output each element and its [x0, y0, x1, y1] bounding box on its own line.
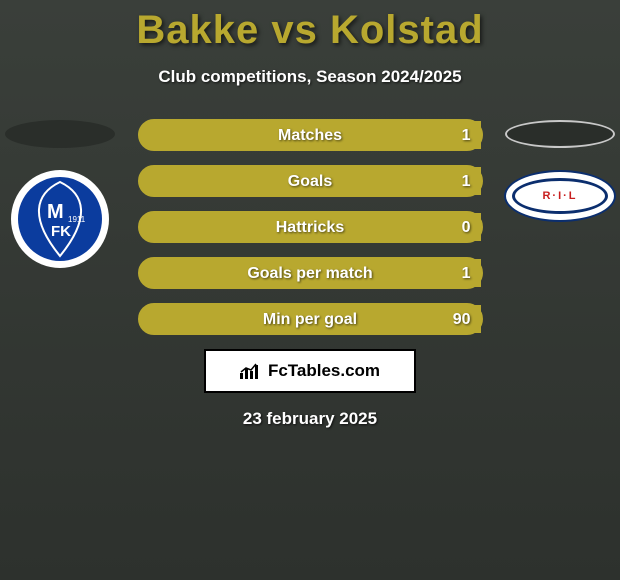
- stat-right-value: 1: [462, 167, 471, 197]
- stat-row: Min per goal90: [138, 303, 483, 335]
- stat-right-value: 1: [462, 259, 471, 289]
- stat-label: Min per goal: [140, 305, 481, 335]
- left-player-oval: [5, 120, 115, 148]
- svg-text:M: M: [47, 201, 64, 223]
- brand-name-bold: Fc: [268, 361, 288, 381]
- left-club-logo: M FK 1911: [11, 170, 109, 268]
- page-title: Bakke vs Kolstad: [0, 0, 620, 53]
- brand-badge[interactable]: FcTables.com: [204, 349, 416, 393]
- stat-right-value: 0: [462, 213, 471, 243]
- brand-name-rest: Tables.com: [288, 361, 380, 381]
- right-player-column: R·I·L: [500, 120, 620, 222]
- stat-row: Goals per match1: [138, 257, 483, 289]
- stat-row: Hattricks0: [138, 211, 483, 243]
- stat-row: Goals1: [138, 165, 483, 197]
- stat-row: Matches1: [138, 119, 483, 151]
- footer-date: 23 february 2025: [0, 409, 620, 429]
- stat-right-value: 1: [462, 121, 471, 151]
- stats-list: Matches1Goals1Hattricks0Goals per match1…: [138, 119, 483, 335]
- stat-label: Matches: [140, 121, 481, 151]
- page-subtitle: Club competitions, Season 2024/2025: [0, 67, 620, 87]
- stat-label: Hattricks: [140, 213, 481, 243]
- stat-right-value: 90: [453, 305, 471, 335]
- stat-label: Goals per match: [140, 259, 481, 289]
- right-player-oval: [505, 120, 615, 148]
- svg-text:FK: FK: [51, 223, 71, 240]
- brand-icon: [240, 363, 262, 379]
- left-player-column: M FK 1911: [0, 120, 120, 268]
- svg-text:1911: 1911: [68, 215, 86, 224]
- right-club-logo: R·I·L: [504, 170, 616, 222]
- right-logo-text: R·I·L: [512, 178, 608, 214]
- stat-label: Goals: [140, 167, 481, 197]
